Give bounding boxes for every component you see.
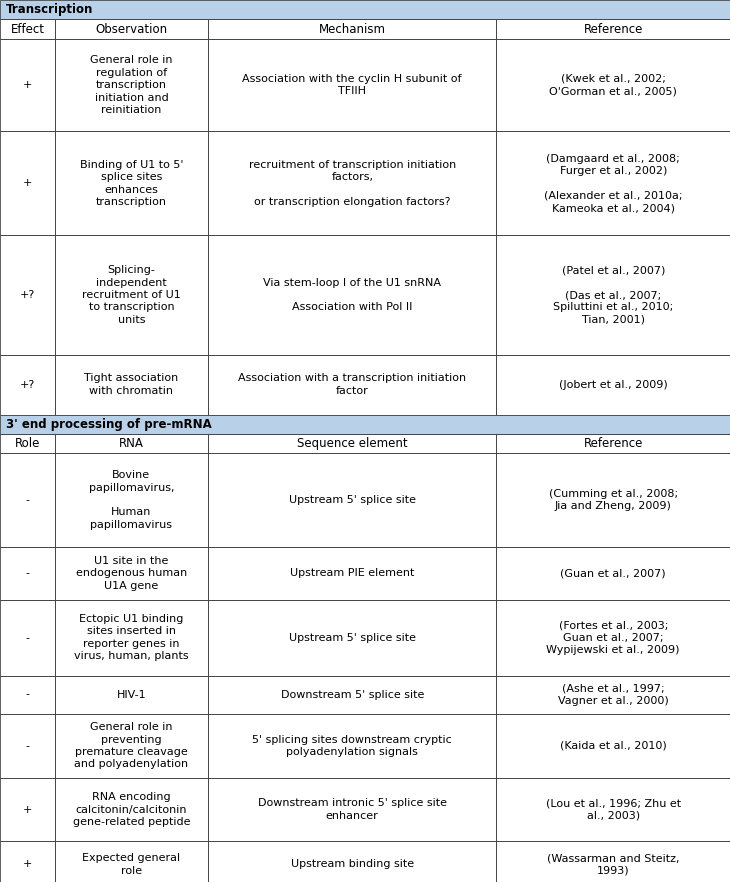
Bar: [208, 714, 496, 778]
Text: (Jobert et al., 2009): (Jobert et al., 2009): [559, 379, 667, 390]
Bar: [496, 841, 730, 882]
Bar: [0, 453, 55, 547]
Bar: [496, 547, 730, 600]
Bar: [0, 415, 730, 434]
Bar: [55, 841, 208, 882]
Text: (Kaida et al., 2010): (Kaida et al., 2010): [560, 741, 666, 751]
Bar: [208, 676, 496, 714]
Bar: [0, 434, 55, 453]
Bar: [55, 434, 208, 453]
Bar: [208, 841, 496, 882]
Text: -: -: [26, 632, 29, 643]
Text: +: +: [23, 178, 32, 189]
Text: (Lou et al., 1996; Zhu et
al., 2003): (Lou et al., 1996; Zhu et al., 2003): [545, 798, 681, 821]
Text: +?: +?: [20, 290, 35, 300]
Text: Upstream 5' splice site: Upstream 5' splice site: [289, 495, 415, 505]
Text: (Ashe et al., 1997;
Vagner et al., 2000): (Ashe et al., 1997; Vagner et al., 2000): [558, 684, 669, 706]
Bar: [496, 714, 730, 778]
Bar: [0, 714, 55, 778]
Bar: [55, 19, 208, 39]
Bar: [55, 547, 208, 600]
Bar: [55, 235, 208, 355]
Bar: [496, 434, 730, 453]
Bar: [0, 19, 55, 39]
Bar: [208, 434, 496, 453]
Bar: [208, 453, 496, 547]
Text: 5' splicing sites downstream cryptic
polyadenylation signals: 5' splicing sites downstream cryptic pol…: [253, 735, 452, 757]
Bar: [0, 0, 730, 19]
Text: Upstream PIE element: Upstream PIE element: [290, 568, 415, 579]
Bar: [55, 453, 208, 547]
Text: (Wassarman and Steitz,
1993): (Wassarman and Steitz, 1993): [547, 853, 680, 876]
Bar: [208, 131, 496, 235]
Text: Mechanism: Mechanism: [319, 23, 385, 35]
Text: (Cumming et al., 2008;
Jia and Zheng, 2009): (Cumming et al., 2008; Jia and Zheng, 20…: [549, 489, 677, 512]
Text: Downstream 5' splice site: Downstream 5' splice site: [280, 690, 424, 699]
Bar: [208, 39, 496, 131]
Text: -: -: [26, 690, 29, 699]
Text: -: -: [26, 568, 29, 579]
Text: Tight association
with chromatin: Tight association with chromatin: [84, 373, 179, 396]
Text: Sequence element: Sequence element: [297, 437, 407, 450]
Bar: [0, 355, 55, 415]
Bar: [0, 547, 55, 600]
Text: (Damgaard et al., 2008;
Furger et al., 2002)

(Alexander et al., 2010a;
Kameoka : (Damgaard et al., 2008; Furger et al., 2…: [544, 153, 683, 213]
Bar: [55, 714, 208, 778]
Text: Upstream binding site: Upstream binding site: [291, 859, 414, 870]
Text: Downstream intronic 5' splice site
enhancer: Downstream intronic 5' splice site enhan…: [258, 798, 447, 821]
Bar: [55, 39, 208, 131]
Text: Expected general
role: Expected general role: [82, 853, 180, 876]
Bar: [0, 131, 55, 235]
Bar: [0, 676, 55, 714]
Text: -: -: [26, 741, 29, 751]
Text: General role in
preventing
premature cleavage
and polyadenylation: General role in preventing premature cle…: [74, 722, 188, 769]
Text: -: -: [26, 495, 29, 505]
Text: +: +: [23, 859, 32, 870]
Bar: [0, 841, 55, 882]
Bar: [55, 600, 208, 676]
Text: General role in
regulation of
transcription
initiation and
reinitiation: General role in regulation of transcript…: [90, 56, 173, 115]
Bar: [496, 453, 730, 547]
Bar: [208, 547, 496, 600]
Text: Effect: Effect: [10, 23, 45, 35]
Text: (Guan et al., 2007): (Guan et al., 2007): [561, 568, 666, 579]
Text: (Fortes et al., 2003;
Guan et al., 2007;
Wypijewski et al., 2009): (Fortes et al., 2003; Guan et al., 2007;…: [547, 620, 680, 655]
Bar: [496, 600, 730, 676]
Text: +?: +?: [20, 379, 35, 390]
Text: Association with the cyclin H subunit of
TFIIH: Association with the cyclin H subunit of…: [242, 74, 462, 96]
Text: Via stem-loop I of the U1 snRNA

Association with Pol II: Via stem-loop I of the U1 snRNA Associat…: [264, 278, 441, 312]
Bar: [208, 19, 496, 39]
Bar: [208, 600, 496, 676]
Bar: [496, 235, 730, 355]
Text: RNA: RNA: [119, 437, 144, 450]
Bar: [208, 235, 496, 355]
Bar: [496, 39, 730, 131]
Bar: [55, 355, 208, 415]
Text: (Kwek et al., 2002;
O'Gorman et al., 2005): (Kwek et al., 2002; O'Gorman et al., 200…: [549, 74, 677, 96]
Bar: [496, 355, 730, 415]
Text: recruitment of transcription initiation
factors,

or transcription elongation fa: recruitment of transcription initiation …: [249, 160, 456, 207]
Bar: [496, 778, 730, 841]
Bar: [55, 778, 208, 841]
Text: HIV-1: HIV-1: [117, 690, 146, 699]
Text: Reference: Reference: [583, 437, 643, 450]
Text: Splicing-
independent
recruitment of U1
to transcription
units: Splicing- independent recruitment of U1 …: [82, 265, 181, 325]
Bar: [496, 131, 730, 235]
Text: +: +: [23, 804, 32, 815]
Text: Ectopic U1 binding
sites inserted in
reporter genes in
virus, human, plants: Ectopic U1 binding sites inserted in rep…: [74, 614, 189, 662]
Text: Binding of U1 to 5'
splice sites
enhances
transcription: Binding of U1 to 5' splice sites enhance…: [80, 160, 183, 207]
Text: RNA encoding
calcitonin/calcitonin
gene-related peptide: RNA encoding calcitonin/calcitonin gene-…: [73, 792, 190, 827]
Bar: [55, 131, 208, 235]
Bar: [55, 676, 208, 714]
Text: (Patel et al., 2007)

(Das et al., 2007;
Spiluttini et al., 2010;
Tian, 2001): (Patel et al., 2007) (Das et al., 2007; …: [553, 265, 673, 325]
Text: Reference: Reference: [583, 23, 643, 35]
Text: 3' end processing of pre-mRNA: 3' end processing of pre-mRNA: [6, 418, 212, 430]
Bar: [208, 355, 496, 415]
Text: Role: Role: [15, 437, 40, 450]
Text: +: +: [23, 80, 32, 90]
Text: Bovine
papillomavirus,

Human
papillomavirus: Bovine papillomavirus, Human papillomavi…: [88, 470, 174, 530]
Bar: [208, 778, 496, 841]
Bar: [0, 778, 55, 841]
Text: Observation: Observation: [96, 23, 167, 35]
Bar: [0, 600, 55, 676]
